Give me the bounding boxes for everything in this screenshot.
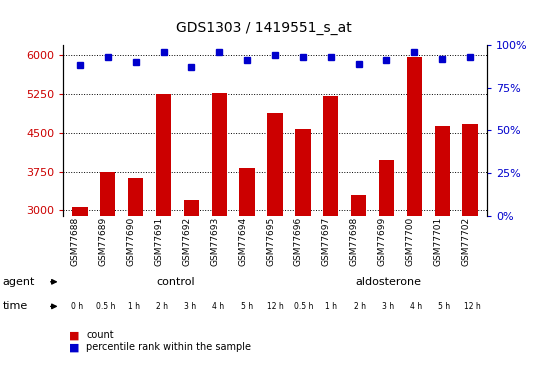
Text: GSM77698: GSM77698 xyxy=(350,217,359,266)
Text: GSM77693: GSM77693 xyxy=(210,217,219,266)
Bar xyxy=(184,200,199,216)
Text: ■: ■ xyxy=(69,330,79,340)
Text: GSM77697: GSM77697 xyxy=(322,217,331,266)
Text: control: control xyxy=(157,277,195,287)
Text: 3 h: 3 h xyxy=(382,302,394,311)
Text: 0.5 h: 0.5 h xyxy=(294,302,313,311)
Bar xyxy=(128,178,144,216)
Text: GSM77696: GSM77696 xyxy=(294,217,303,266)
Text: percentile rank within the sample: percentile rank within the sample xyxy=(86,342,251,352)
Text: 1 h: 1 h xyxy=(326,302,338,311)
Text: aldosterone: aldosterone xyxy=(355,277,421,287)
Bar xyxy=(72,207,87,216)
Text: 0 h: 0 h xyxy=(72,302,84,311)
Text: GSM77701: GSM77701 xyxy=(433,217,442,266)
Text: GSM77692: GSM77692 xyxy=(183,217,191,266)
Text: GSM77688: GSM77688 xyxy=(71,217,80,266)
Text: time: time xyxy=(3,302,28,311)
Text: GSM77695: GSM77695 xyxy=(266,217,275,266)
Bar xyxy=(463,124,478,216)
Text: ■: ■ xyxy=(69,342,79,352)
Text: GSM77690: GSM77690 xyxy=(126,217,136,266)
Text: 0.5 h: 0.5 h xyxy=(96,302,115,311)
Text: GDS1303 / 1419551_s_at: GDS1303 / 1419551_s_at xyxy=(176,21,352,34)
Text: 1 h: 1 h xyxy=(128,302,140,311)
Text: GSM77702: GSM77702 xyxy=(461,217,470,266)
Text: 5 h: 5 h xyxy=(438,302,450,311)
Text: 3 h: 3 h xyxy=(184,302,196,311)
Text: agent: agent xyxy=(3,277,35,287)
Text: GSM77694: GSM77694 xyxy=(238,217,247,266)
Text: 2 h: 2 h xyxy=(156,302,168,311)
Text: 12 h: 12 h xyxy=(267,302,283,311)
Bar xyxy=(434,126,450,216)
Text: GSM77689: GSM77689 xyxy=(99,217,108,266)
Text: 5 h: 5 h xyxy=(241,302,253,311)
Bar xyxy=(212,93,227,216)
Text: count: count xyxy=(86,330,114,340)
Text: 4 h: 4 h xyxy=(410,302,422,311)
Bar xyxy=(239,168,255,216)
Bar xyxy=(406,57,422,216)
Bar xyxy=(379,160,394,216)
Bar xyxy=(156,94,171,216)
Bar xyxy=(267,113,283,216)
Text: 12 h: 12 h xyxy=(464,302,481,311)
Bar xyxy=(295,129,311,216)
Text: GSM77691: GSM77691 xyxy=(155,217,163,266)
Bar xyxy=(100,172,116,216)
Text: GSM77700: GSM77700 xyxy=(405,217,414,266)
Bar xyxy=(323,96,338,216)
Bar xyxy=(351,195,366,216)
Text: 4 h: 4 h xyxy=(212,302,224,311)
Text: GSM77699: GSM77699 xyxy=(377,217,387,266)
Text: 2 h: 2 h xyxy=(354,302,366,311)
